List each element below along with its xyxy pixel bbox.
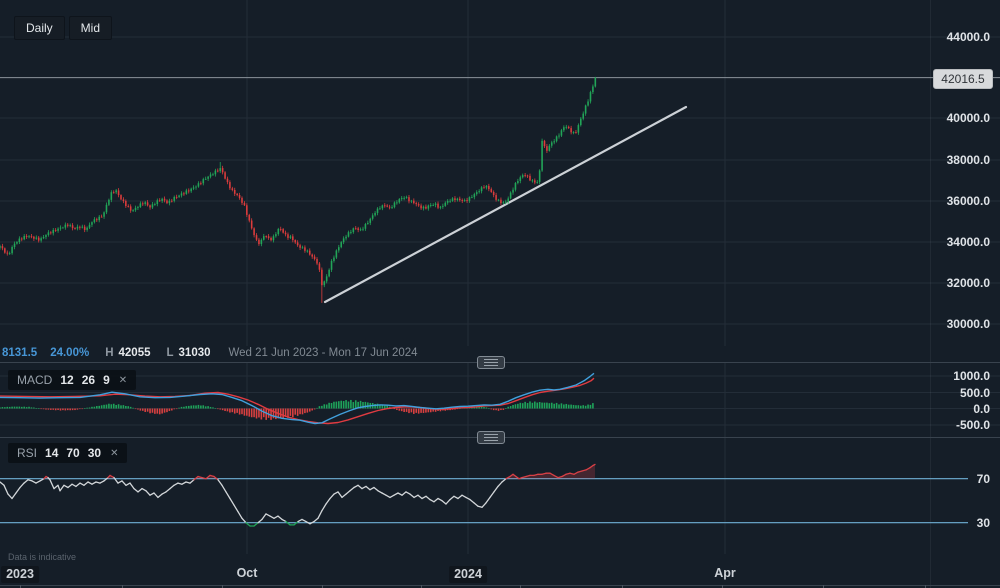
instrument-status-bar: 8131.5 24.00% H 42055 L 31030 Wed 21 Jun… <box>2 346 418 360</box>
grip-lines-icon <box>484 362 498 363</box>
high-value: 42055 <box>118 347 151 359</box>
time-axis-tick <box>421 585 422 588</box>
current-price-tag: 42016.5 <box>933 69 993 89</box>
chart-toolbar: Daily Mid <box>14 16 113 40</box>
time-axis-tick <box>20 585 21 588</box>
panel-divider-macd <box>0 356 1000 369</box>
rsi-indicator-chip[interactable]: RSI 14 70 30 ✕ <box>8 443 128 463</box>
date-range: Wed 21 Jun 2023 - Mon 17 Jun 2024 <box>228 347 418 359</box>
panel-divider-rsi <box>0 431 1000 444</box>
time-axis-label: Oct <box>236 566 258 580</box>
price-type-button-mid[interactable]: Mid <box>68 16 113 40</box>
high-label: H <box>105 347 114 359</box>
price-panel-canvas[interactable] <box>0 0 1000 346</box>
price-axis-border <box>930 0 931 588</box>
macd-indicator-chip[interactable]: MACD 12 26 9 ✕ <box>8 370 137 390</box>
grip-lines-icon <box>484 437 498 438</box>
rsi-param-period: 14 <box>45 446 59 460</box>
time-axis-tick <box>222 585 223 588</box>
time-axis-label: Apr <box>714 566 736 580</box>
time-axis-tick <box>823 585 824 588</box>
time-axis-line <box>0 585 1000 586</box>
rsi-name: RSI <box>17 446 38 460</box>
time-axis-tick <box>520 585 521 588</box>
rsi-panel-canvas[interactable] <box>0 437 1000 554</box>
time-axis-tick <box>622 585 623 588</box>
macd-name: MACD <box>17 373 53 387</box>
data-indicative-note: Data is indicative <box>8 552 77 562</box>
rsi-close-icon[interactable]: ✕ <box>110 447 119 459</box>
rsi-param-upper: 70 <box>66 446 80 460</box>
time-axis-label: 2024 <box>449 566 487 583</box>
macd-close-icon[interactable]: ✕ <box>118 374 128 386</box>
macd-panel-canvas[interactable] <box>0 362 1000 437</box>
time-axis-label: 2023 <box>1 566 39 583</box>
change-percent: 24.00% <box>50 347 90 359</box>
time-axis-tick <box>122 585 123 588</box>
macd-param-fast: 12 <box>60 373 74 387</box>
low-value: 31030 <box>178 347 211 359</box>
macd-param-signal: 9 <box>103 373 110 387</box>
time-axis-tick <box>322 585 323 588</box>
timeframe-button-daily[interactable]: Daily <box>14 16 65 40</box>
macd-param-slow: 26 <box>81 373 96 387</box>
time-axis-tick <box>722 585 723 588</box>
time-axis-tick <box>925 585 926 588</box>
low-label: L <box>166 347 174 359</box>
rsi-param-lower: 30 <box>87 446 102 460</box>
change-value: 8131.5 <box>2 347 38 359</box>
panel-resize-handle[interactable] <box>477 356 505 369</box>
panel-resize-handle[interactable] <box>477 431 505 444</box>
